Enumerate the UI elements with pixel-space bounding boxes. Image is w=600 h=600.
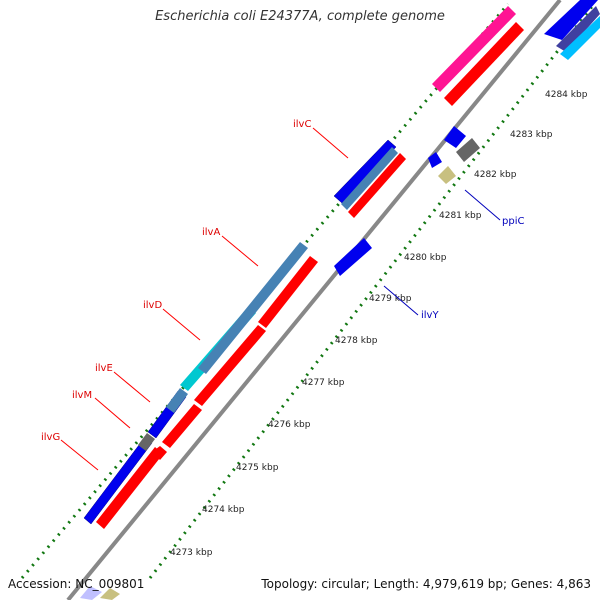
gene-label-ilvD[interactable]: ilvD xyxy=(143,300,162,311)
cds-ilvE[interactable] xyxy=(162,404,202,448)
tick-label-4275: 4275 kbp xyxy=(236,463,279,473)
genome-backbone xyxy=(66,0,562,600)
feature-bottom-khaki[interactable] xyxy=(100,588,120,600)
gene-label-ppiC[interactable]: ppiC xyxy=(502,216,524,227)
feature-ilvM[interactable] xyxy=(138,433,155,451)
cds-ilvD[interactable] xyxy=(194,325,266,406)
tick-label-4279: 4279 kbp xyxy=(369,294,412,304)
cds-ilvM[interactable] xyxy=(152,446,167,460)
gene-label-ilvE[interactable]: ilvE xyxy=(95,363,113,374)
feature-ppiC[interactable] xyxy=(438,166,456,184)
tick-label-4281: 4281 kbp xyxy=(439,211,482,221)
gene-labels: ilvC ilvA ilvD ilvE ilvM ilvG ppiC ilvY xyxy=(41,119,524,443)
feature-ilvC-inner[interactable] xyxy=(341,147,398,210)
feature-ilvC[interactable] xyxy=(333,139,397,204)
leader-ilvY xyxy=(383,285,419,316)
accession-label: Accession: NC_009801 xyxy=(8,577,145,591)
feature-pink-upper[interactable] xyxy=(432,6,516,92)
feature-top-right-cyan[interactable] xyxy=(560,16,600,60)
gene-label-ilvA[interactable]: ilvA xyxy=(202,227,220,238)
feature-ilvY[interactable] xyxy=(334,238,372,276)
feature-top-right-blue[interactable] xyxy=(544,0,598,40)
scale-tick-labels: 4273 kbp 4274 kbp 4275 kbp 4276 kbp 4277… xyxy=(170,90,588,558)
cds-upper[interactable] xyxy=(444,22,524,106)
leader-ilvD xyxy=(162,308,201,341)
leader-ppiC xyxy=(464,189,501,221)
cds-ilvG[interactable] xyxy=(96,447,163,529)
gene-label-ilvM[interactable]: ilvM xyxy=(72,390,92,401)
gene-label-ilvG[interactable]: ilvG xyxy=(41,432,60,443)
feature-top-right-navy[interactable] xyxy=(556,6,600,52)
tick-label-4277: 4277 kbp xyxy=(302,378,345,388)
cds-ilvA[interactable] xyxy=(258,256,318,328)
leader-ilvM xyxy=(94,397,131,429)
map-title: Escherichia coli E24377A, complete genom… xyxy=(155,9,445,24)
leader-ilvA xyxy=(221,235,259,267)
tick-label-4274: 4274 kbp xyxy=(202,505,245,515)
feature-ilvE-mid[interactable] xyxy=(166,388,188,413)
tick-label-4283: 4283 kbp xyxy=(510,130,553,140)
genome-summary: Topology: circular; Length: 4,979,619 bp… xyxy=(261,577,591,591)
tick-label-4273: 4273 kbp xyxy=(170,548,213,558)
feature-small-grey[interactable] xyxy=(456,138,480,162)
leader-ilvE xyxy=(113,371,151,403)
gene-label-ilvC[interactable]: ilvC xyxy=(293,119,311,130)
leader-ilvC xyxy=(312,127,349,159)
gene-label-ilvY[interactable]: ilvY xyxy=(421,310,439,321)
feature-small-blue-2[interactable] xyxy=(444,126,466,148)
cds-ilvC[interactable] xyxy=(348,153,406,218)
tick-label-4282: 4282 kbp xyxy=(474,170,517,180)
feature-small-blue-1[interactable] xyxy=(428,152,442,168)
feature-bottom-lavender[interactable] xyxy=(80,586,102,600)
tick-label-4284: 4284 kbp xyxy=(545,90,588,100)
tick-label-4276: 4276 kbp xyxy=(268,420,311,430)
feature-ilvA[interactable] xyxy=(198,242,308,374)
gc-content-track-inner xyxy=(148,3,596,579)
leader-ilvG xyxy=(60,439,99,471)
gene-leader-lines xyxy=(60,127,501,471)
tick-label-4278: 4278 kbp xyxy=(335,336,378,346)
tick-label-4280: 4280 kbp xyxy=(404,253,447,263)
